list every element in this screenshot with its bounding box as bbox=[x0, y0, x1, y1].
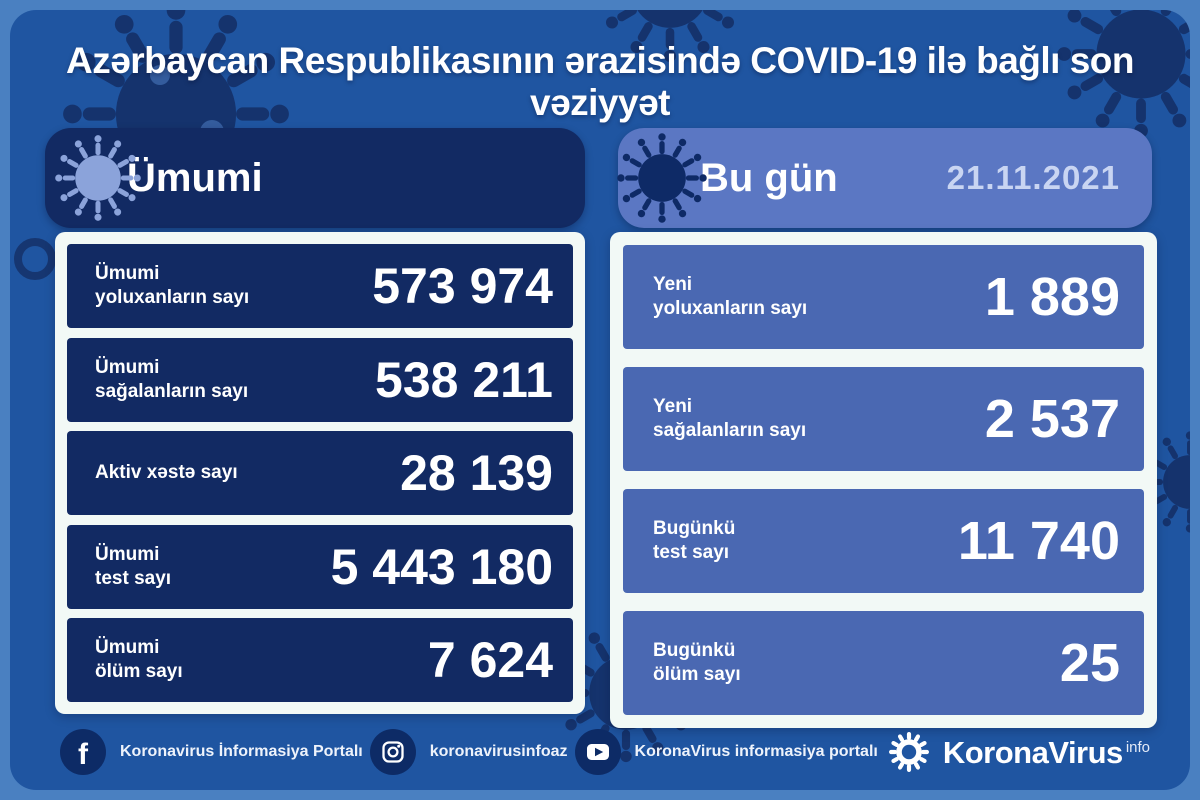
footer: f Koronavirus İnformasiya Portalı korona… bbox=[60, 724, 1150, 780]
stat-value: 1 889 bbox=[984, 267, 1120, 327]
stat-label: Bugünkü ölüm sayı bbox=[653, 639, 741, 687]
stat-label-line1: Ümumi bbox=[95, 637, 160, 659]
youtube-link[interactable]: KoronaVirus informasiya portalı bbox=[574, 729, 878, 775]
stat-row-new-recovered: Yeni sağalanların sayı 2 537 bbox=[623, 367, 1144, 471]
stat-label-line1: Ümumi bbox=[95, 263, 160, 285]
stat-label: Ümumi yoluxanların sayı bbox=[95, 262, 249, 310]
facebook-icon: f bbox=[60, 729, 106, 775]
logo-superscript: info bbox=[1125, 738, 1150, 756]
virus-sun-icon bbox=[885, 728, 933, 776]
instagram-label: koronavirusinfoaz bbox=[429, 743, 568, 760]
stat-row-total-deaths: Ümumi ölüm sayı 7 624 bbox=[67, 618, 573, 702]
stat-label: Ümumi sağalanların sayı bbox=[95, 356, 248, 404]
stat-label-line2: ölüm sayı bbox=[653, 664, 741, 685]
instagram-icon bbox=[369, 729, 416, 775]
stat-value: 5 443 180 bbox=[330, 538, 553, 595]
stat-label-line1: Bugünkü bbox=[653, 640, 736, 662]
virus-decoration-ring bbox=[14, 238, 56, 280]
stat-label: Yeni yoluxanların sayı bbox=[653, 273, 807, 321]
today-panel-header: Bu gün 21.11.2021 bbox=[618, 128, 1152, 228]
stat-label-line2: yoluxanların sayı bbox=[653, 298, 808, 319]
stat-label: Yeni sağalanların sayı bbox=[653, 395, 806, 443]
stat-label-line1: Yeni bbox=[653, 396, 693, 418]
virus-decoration-dot bbox=[150, 65, 170, 85]
logo-text: KoronaVirus bbox=[942, 734, 1123, 770]
stat-label-line1: Ümumi bbox=[95, 356, 160, 378]
stat-value: 11 740 bbox=[957, 511, 1120, 571]
stat-label-line1: Ümumi bbox=[95, 543, 160, 565]
stat-label-line2: sağalanların sayı bbox=[653, 420, 807, 441]
stat-row-today-deaths: Bugünkü ölüm sayı 25 bbox=[623, 611, 1144, 715]
stat-value: 2 537 bbox=[984, 389, 1120, 449]
facebook-label: Koronavirus İnformasiya Portalı bbox=[120, 743, 363, 760]
stat-label-line1: Yeni bbox=[653, 274, 693, 296]
page-title: Azərbaycan Respublikasının ərazisində CO… bbox=[65, 40, 1135, 123]
today-stats-card: Yeni yoluxanların sayı 1 889 Yeni sağala… bbox=[610, 232, 1157, 728]
stat-label-line1: Aktiv xəstə sayı bbox=[95, 462, 238, 484]
youtube-label: KoronaVirus informasiya portalı bbox=[634, 743, 878, 760]
stat-row-total-tests: Ümumi test sayı 5 443 180 bbox=[67, 524, 573, 609]
infographic-panel: Azərbaycan Respublikasının ərazisində CO… bbox=[10, 10, 1190, 790]
stat-row-today-tests: Bugünkü test sayı 11 740 bbox=[623, 489, 1144, 593]
stat-label-line2: test sayı bbox=[95, 567, 172, 589]
stat-label-line1: Bugünkü bbox=[653, 518, 736, 540]
koronavirus-info-logo[interactable]: KoronaVirus info bbox=[885, 728, 1150, 776]
stat-label: Aktiv xəstə sayı bbox=[95, 461, 238, 485]
stat-value: 28 139 bbox=[400, 445, 553, 501]
instagram-link[interactable]: koronavirusinfoaz bbox=[369, 729, 568, 775]
stat-value: 25 bbox=[1059, 633, 1120, 693]
stat-label: Bugünkü test sayı bbox=[653, 517, 735, 565]
facebook-link[interactable]: f Koronavirus İnformasiya Portalı bbox=[60, 729, 363, 775]
stat-row-active-cases: Aktiv xəstə sayı 28 139 bbox=[67, 431, 573, 515]
facebook-glyph: f bbox=[78, 738, 88, 771]
total-stats-card: Ümumi yoluxanların sayı 573 974 Ümumi sa… bbox=[55, 232, 585, 714]
youtube-icon bbox=[574, 729, 621, 775]
virus-icon bbox=[616, 132, 708, 224]
stat-label-line2: test sayı bbox=[653, 542, 730, 563]
stat-label-line2: ölüm sayı bbox=[95, 661, 183, 682]
stat-label-line2: yoluxanların sayı bbox=[95, 287, 250, 308]
total-panel-title: Ümumi bbox=[127, 155, 263, 200]
today-panel-title: Bu gün bbox=[700, 155, 838, 200]
stat-label: Ümumi test sayı bbox=[95, 543, 171, 591]
date-label: 21.11.2021 bbox=[946, 159, 1120, 196]
stat-label: Ümumi ölüm sayı bbox=[95, 636, 183, 684]
stat-value: 7 624 bbox=[427, 632, 553, 688]
virus-icon bbox=[54, 134, 142, 222]
stat-row-new-infected: Yeni yoluxanların sayı 1 889 bbox=[623, 245, 1144, 349]
stat-label-line2: sağalanların sayı bbox=[95, 380, 249, 402]
stat-row-total-infected: Ümumi yoluxanların sayı 573 974 bbox=[67, 244, 573, 328]
stat-value: 573 974 bbox=[372, 258, 553, 314]
stat-value: 538 211 bbox=[375, 351, 553, 408]
stat-row-total-recovered: Ümumi sağalanların sayı 538 211 bbox=[67, 337, 573, 422]
